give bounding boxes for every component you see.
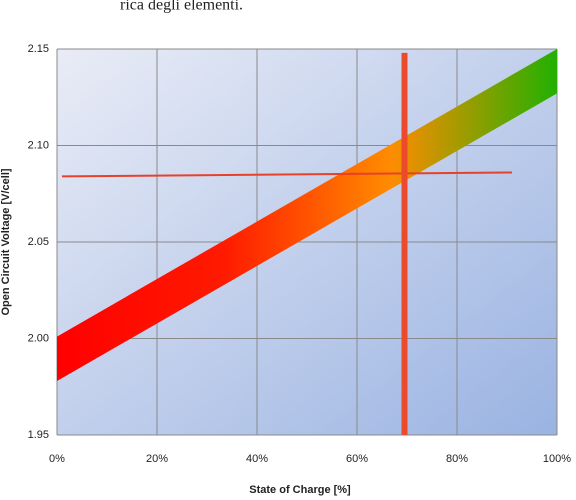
- y-tick-label: 2.05: [28, 236, 49, 248]
- x-tick-label: 100%: [543, 453, 571, 465]
- x-tick-label: 0%: [49, 453, 65, 465]
- y-axis-title: Open Circuit Voltage [V/cell]: [0, 168, 12, 315]
- y-tick-label: 2.00: [28, 332, 49, 344]
- y-tick-label: 2.10: [28, 139, 49, 151]
- x-tick-label: 80%: [446, 453, 468, 465]
- voltage-band: [57, 49, 557, 381]
- y-tick-label: 1.95: [28, 429, 49, 441]
- x-tick-label: 40%: [246, 453, 268, 465]
- caption: rica degli elementi.: [120, 0, 243, 14]
- x-axis-title: State of Charge [%]: [249, 484, 351, 496]
- y-tick-label: 2.15: [28, 43, 49, 55]
- x-tick-label: 60%: [346, 453, 368, 465]
- x-tick-label: 20%: [146, 453, 168, 465]
- reference-line: [61, 171, 513, 178]
